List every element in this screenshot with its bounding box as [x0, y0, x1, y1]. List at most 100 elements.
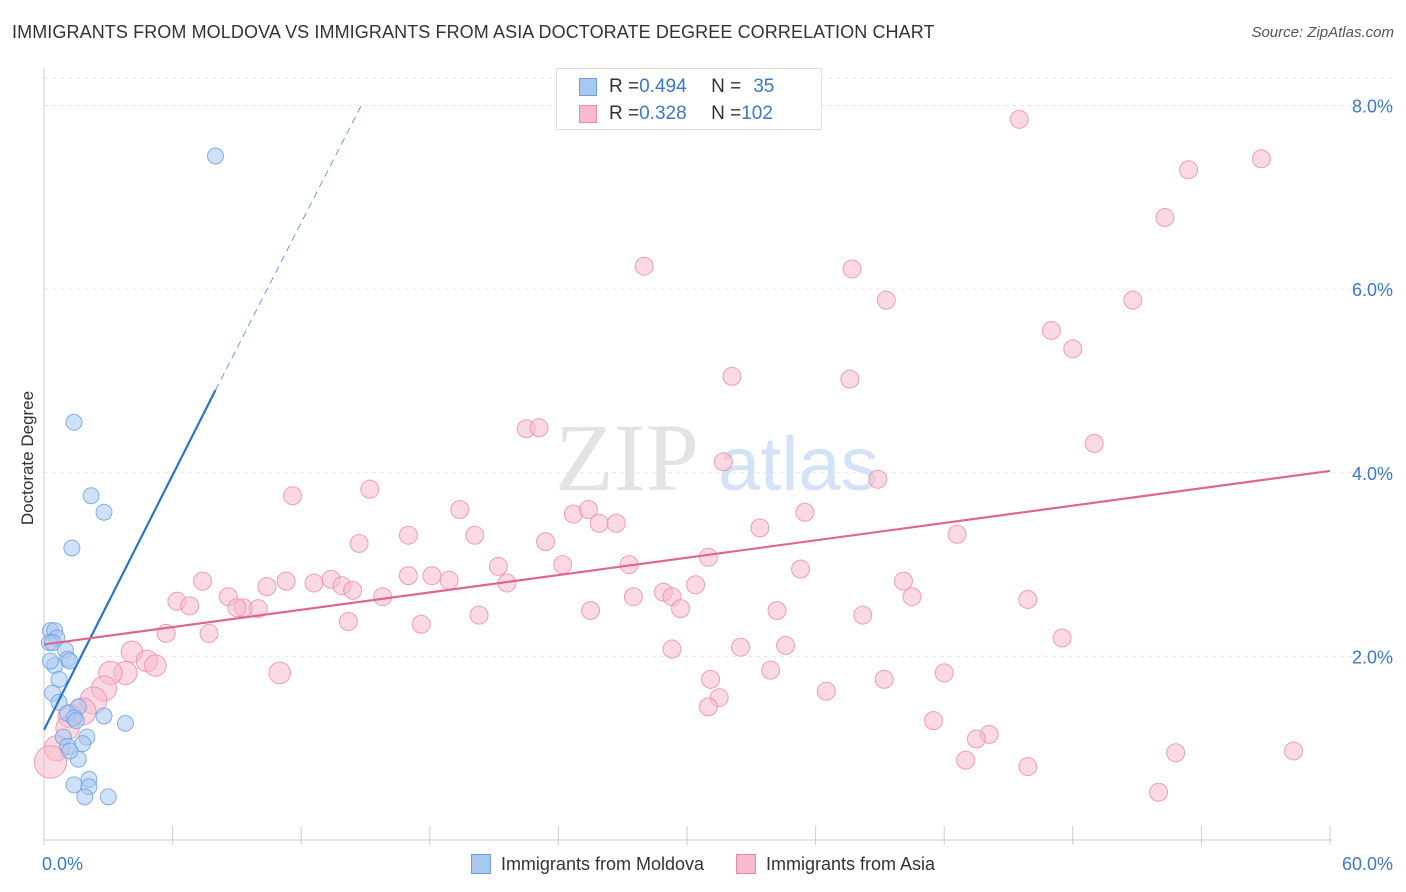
- asia-point: [893, 571, 913, 591]
- asia-point: [578, 499, 598, 519]
- n-value: 102: [741, 103, 773, 124]
- moldova-point: [95, 707, 113, 725]
- asia-point: [488, 556, 508, 576]
- asia-point: [761, 660, 781, 680]
- asia-point: [529, 418, 549, 438]
- n-value: 35: [753, 76, 775, 97]
- moldova-point: [41, 652, 59, 670]
- asia-point: [698, 547, 718, 567]
- asia-point: [1084, 433, 1104, 453]
- asia-point: [180, 596, 200, 616]
- axes: [43, 68, 1332, 845]
- asia-point: [713, 452, 733, 472]
- r-label: R =: [609, 103, 640, 124]
- asia-point: [268, 661, 292, 685]
- moldova-point: [95, 503, 113, 521]
- moldova-trend-extension: [215, 105, 362, 391]
- asia-point: [1166, 743, 1186, 763]
- legend-label-moldova: Immigrants from Moldova: [500, 853, 704, 874]
- asia-point: [1009, 109, 1029, 129]
- asia-point: [868, 469, 888, 489]
- asia-point: [671, 599, 691, 619]
- asia-point: [343, 580, 363, 600]
- r-label: R =: [609, 76, 640, 97]
- asia-point: [338, 611, 358, 631]
- asia-point: [701, 669, 721, 689]
- series-legend: Immigrants from Moldova Immigrants from …: [0, 851, 1406, 877]
- watermark-zip: ZIP: [555, 404, 699, 511]
- asia-point: [606, 513, 626, 533]
- asia-point: [1063, 339, 1083, 359]
- asia-point: [422, 566, 442, 586]
- asia-point: [276, 571, 296, 591]
- asia-point: [874, 669, 894, 689]
- asia-point: [698, 697, 718, 717]
- asia-point: [304, 573, 324, 593]
- r-value: 0.494: [639, 76, 687, 97]
- asia-point: [283, 486, 303, 506]
- asia-point: [349, 533, 369, 553]
- y-tick-label: 2.0%: [1352, 647, 1393, 667]
- asia-point: [193, 571, 213, 591]
- trend-lines: [43, 105, 1331, 731]
- asia-point: [248, 599, 268, 619]
- asia-point: [934, 663, 954, 683]
- y-tick-label: 6.0%: [1352, 280, 1393, 300]
- data-points: [33, 109, 1304, 806]
- legend-item-moldova[interactable]: Immigrants from Moldova: [470, 853, 704, 875]
- correlation-legend: R = 0.494 N = 35 R = 0.328 N = 102: [556, 68, 822, 130]
- moldova-point: [99, 788, 117, 806]
- asia-point: [1155, 208, 1175, 228]
- asia-point: [1041, 320, 1061, 340]
- asia-point: [816, 681, 836, 701]
- asia-trend-line: [43, 469, 1331, 646]
- watermark-atlas: atlas: [718, 422, 879, 507]
- asia-point: [662, 639, 682, 659]
- asia-point: [623, 587, 643, 607]
- y-tick-label: 8.0%: [1352, 97, 1393, 117]
- x-tick-label-max: 60.0%: [1342, 854, 1393, 874]
- asia-point: [923, 711, 943, 731]
- asia-point: [199, 623, 219, 643]
- source-label: Source: ZipAtlas.com: [1251, 24, 1394, 41]
- moldova-legend-swatch: [470, 854, 491, 874]
- asia-point: [257, 577, 277, 597]
- asia-point: [536, 532, 556, 552]
- asia-point: [1018, 589, 1038, 609]
- asia-point: [947, 524, 967, 544]
- asia-point: [144, 654, 167, 677]
- asia-point: [902, 587, 922, 607]
- moldova-point: [82, 487, 100, 505]
- asia-point: [1284, 741, 1304, 761]
- asia-point: [1018, 757, 1038, 777]
- asia-point: [842, 259, 862, 279]
- moldova-trend-line: [43, 389, 217, 731]
- asia-point: [634, 256, 654, 276]
- legend-label-asia: Immigrants from Asia: [766, 853, 936, 874]
- moldova-point: [61, 742, 79, 760]
- asia-point: [373, 587, 393, 607]
- legend-row-moldova: R = 0.494 N = 35: [579, 74, 774, 100]
- asia-point: [469, 605, 489, 625]
- n-label: N =: [711, 76, 742, 97]
- asia-point: [439, 570, 459, 590]
- asia-point: [1179, 160, 1199, 180]
- asia-point: [1251, 149, 1271, 169]
- moldova-point: [116, 714, 134, 732]
- asia-point: [791, 559, 811, 579]
- asia-point: [411, 614, 431, 634]
- axis-labels: 2.0% 4.0% 6.0% 8.0% 0.0% 60.0% Doctorate Degre…: [18, 97, 1393, 874]
- asia-point: [581, 600, 601, 620]
- asia-point: [795, 502, 815, 522]
- r-value: 0.328: [639, 103, 687, 124]
- asia-point: [776, 635, 796, 655]
- asia-point: [956, 750, 976, 770]
- asia-point: [398, 566, 418, 586]
- asia-point: [686, 575, 706, 595]
- n-label: N =: [711, 103, 742, 124]
- legend-item-asia[interactable]: Immigrants from Asia: [736, 854, 935, 875]
- moldova-point: [50, 670, 68, 688]
- legend-row-asia: R = 0.328 N = 102: [579, 101, 773, 127]
- asia-point: [966, 729, 986, 749]
